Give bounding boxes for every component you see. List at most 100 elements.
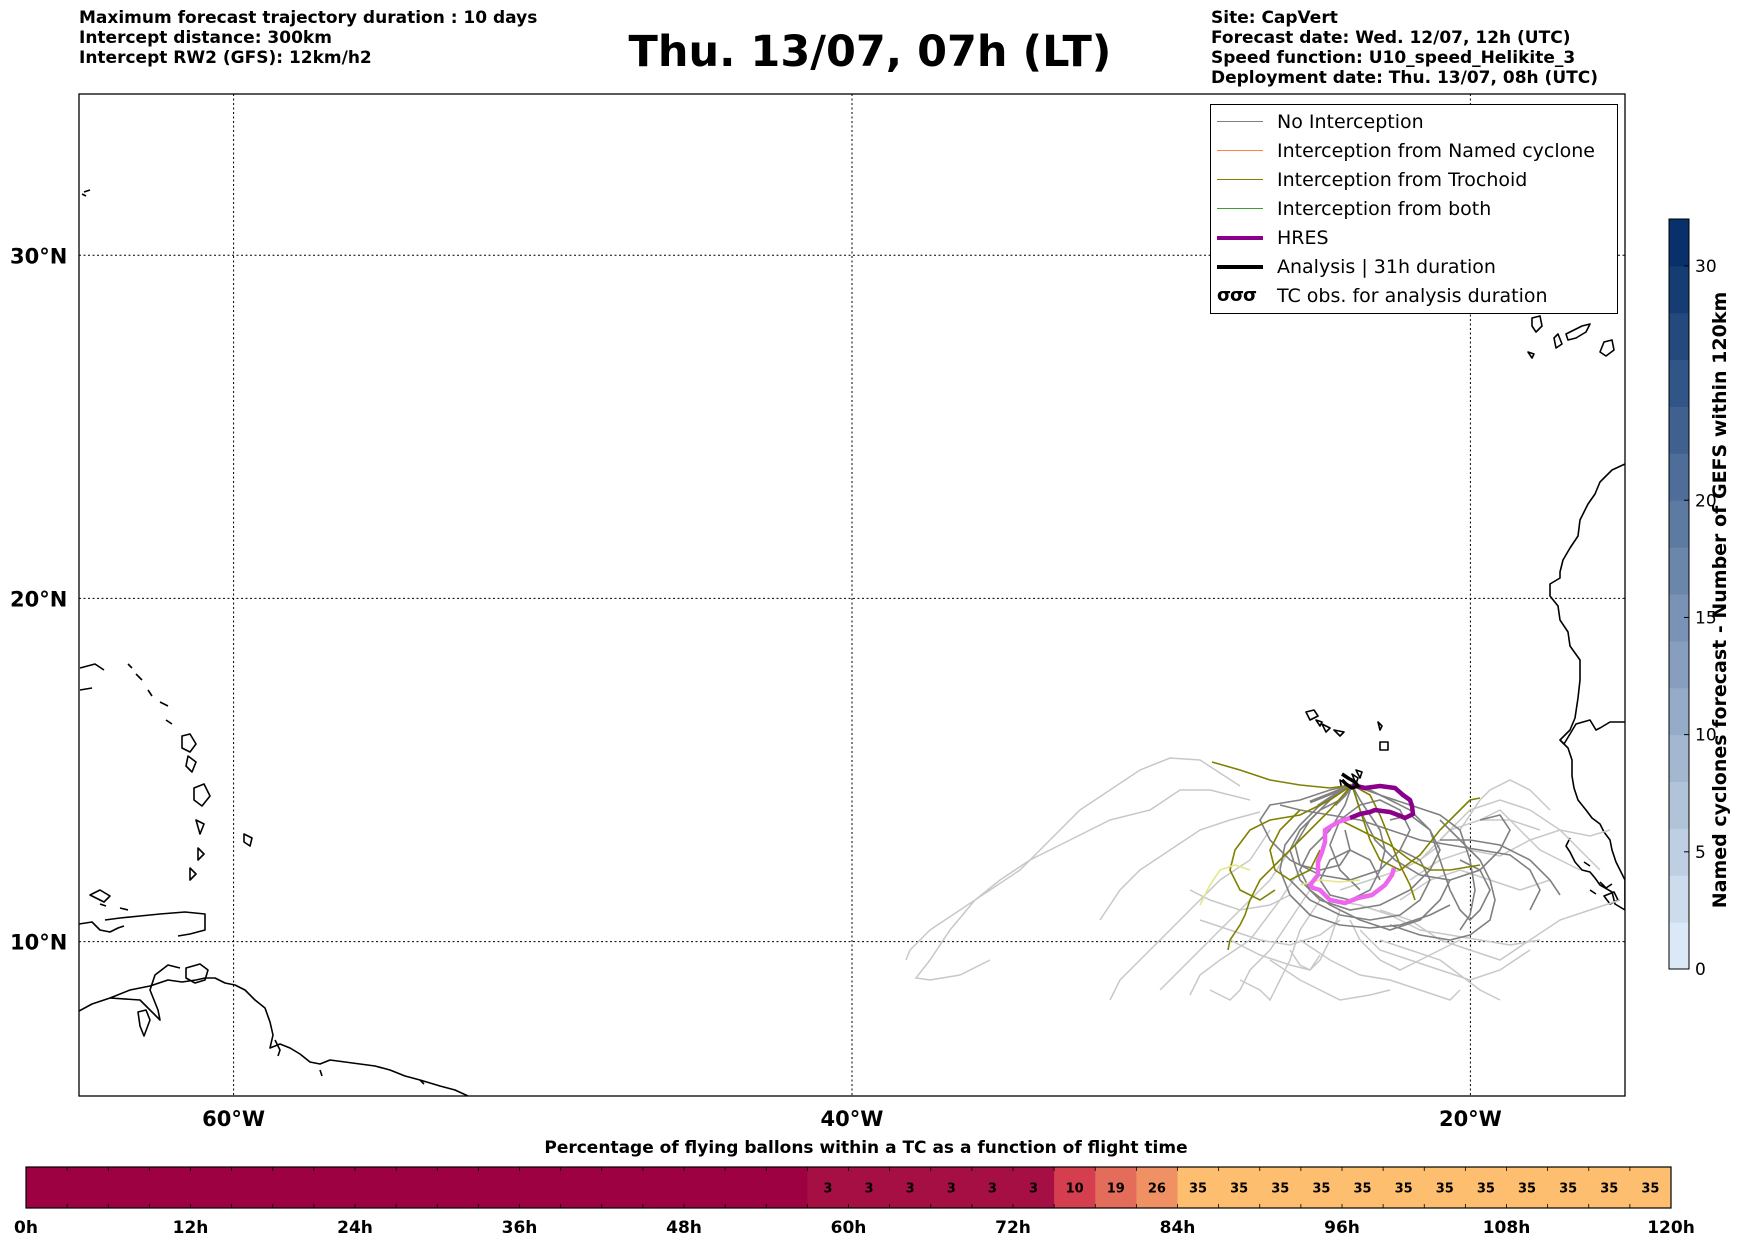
trajectory xyxy=(1159,849,1291,991)
legend-item-both: Interception from both xyxy=(1217,194,1491,223)
colorbar-level xyxy=(1669,875,1689,923)
legend-item-named-cyclone: Interception from Named cyclone xyxy=(1217,136,1595,165)
flight-time-value-label: 3 xyxy=(988,1182,997,1197)
colorbar-level xyxy=(1669,500,1689,548)
flight-time-cell xyxy=(67,1167,109,1208)
flight-time-tick-label: 120h xyxy=(1647,1218,1695,1238)
page-title: Thu. 13/07, 07h (LT) xyxy=(628,27,1112,77)
trajectory xyxy=(1279,784,1451,929)
trajectories-no-interception-light xyxy=(905,757,1621,1002)
trajectory-analysis xyxy=(1340,772,1361,790)
latitude-labels: 10°N 20°N 30°N xyxy=(10,244,67,954)
colorbar-level xyxy=(1669,922,1689,970)
flight-time-tick-label: 96h xyxy=(1324,1218,1360,1238)
colorbar: 0 5 10 15 20 30 xyxy=(1668,218,1717,980)
flight-time-value-label: 35 xyxy=(1230,1182,1248,1197)
legend-label: HRES xyxy=(1277,226,1329,249)
colorbar-level xyxy=(1669,640,1689,689)
legend-swatch xyxy=(1217,150,1263,151)
legend-swatch xyxy=(1217,264,1263,269)
flight-time-cell xyxy=(848,1167,891,1208)
trajectory xyxy=(1229,784,1353,901)
flight-time-tick-label: 36h xyxy=(502,1218,538,1238)
trajectory xyxy=(1359,929,1531,981)
flight-time-cell xyxy=(1259,1167,1302,1208)
colorbar-level xyxy=(1669,406,1689,454)
lat-tick-label: 10°N xyxy=(10,931,67,955)
trajectory xyxy=(1299,939,1461,1001)
flight-time-value-label: 35 xyxy=(1312,1182,1330,1197)
flight-time-cell xyxy=(519,1167,562,1208)
flight-time-tick-label: 0h xyxy=(14,1218,38,1238)
map-frame xyxy=(78,93,1626,1097)
legend-swatch xyxy=(1217,208,1263,209)
flight-time-cell xyxy=(1424,1167,1466,1208)
colorbar-level xyxy=(1669,687,1689,736)
colorbar-level xyxy=(1669,312,1689,361)
flight-time-value-label: 10 xyxy=(1066,1182,1084,1197)
info-deployment-date: Deployment date: Thu. 13/07, 08h (UTC) xyxy=(1211,68,1598,88)
trajectory xyxy=(1189,869,1301,996)
flight-time-tick-label: 24h xyxy=(337,1218,373,1238)
trajectory xyxy=(1199,864,1251,906)
flight-time-cell xyxy=(807,1167,849,1208)
flight-time-cell xyxy=(971,1167,1014,1208)
legend-label: Analysis | 31h duration xyxy=(1277,255,1496,278)
trajectory xyxy=(1229,939,1321,971)
colorbar-tick-label: 30 xyxy=(1695,257,1717,277)
trajectory xyxy=(1351,784,1511,881)
flight-time-cell xyxy=(1218,1167,1261,1208)
coastlines xyxy=(79,189,1625,1096)
coastline-canary xyxy=(1527,315,1615,359)
flight-time-cell xyxy=(766,1167,808,1208)
flight-time-value-label: 35 xyxy=(1518,1182,1536,1197)
lat-tick-label: 30°N xyxy=(10,244,67,268)
trajectory xyxy=(1269,959,1391,1001)
legend-item-no-interception: No Interception xyxy=(1217,107,1424,136)
flight-time-bar: 3 3 3 3 3 3 10 19 26 35 35 35 35 35 35 35 35 35 35 35 35 0h 12… xyxy=(14,1166,1695,1238)
coastline-south-america xyxy=(79,977,469,1096)
coastline-isl-c xyxy=(274,1039,425,1085)
trajectory xyxy=(1409,829,1611,881)
trajectory xyxy=(1211,761,1353,789)
flight-time-value-label: 35 xyxy=(1641,1182,1659,1197)
flight-time-cell xyxy=(396,1167,438,1208)
flight-time-value-label: 35 xyxy=(1436,1182,1454,1197)
flight-time-cell xyxy=(26,1167,68,1208)
flight-time-cell xyxy=(272,1167,315,1208)
trajectory xyxy=(1440,839,1561,896)
trajectory xyxy=(1351,784,1491,922)
legend-label: Interception from both xyxy=(1277,197,1492,220)
legend-swatch xyxy=(1217,121,1263,122)
lon-tick-label: 60°W xyxy=(202,1107,265,1131)
flight-time-value-label: 35 xyxy=(1189,1182,1207,1197)
legend-label: Interception from Named cyclone xyxy=(1277,139,1595,162)
colorbar-tick-label: 10 xyxy=(1695,726,1717,746)
trajectory xyxy=(1351,784,1476,931)
flight-time-value-label: 35 xyxy=(1395,1182,1413,1197)
trajectory xyxy=(1351,784,1481,871)
coastline-isl-a xyxy=(137,1009,151,1037)
flight-time-cell xyxy=(1177,1167,1220,1208)
flight-time-value-label: 19 xyxy=(1107,1182,1125,1197)
colorbar-tick-label: 15 xyxy=(1695,608,1717,628)
flight-time-cell xyxy=(355,1167,397,1208)
trajectory xyxy=(1459,779,1551,831)
flight-time-value-label: 3 xyxy=(823,1182,832,1197)
legend-label: TC obs. for analysis duration xyxy=(1277,284,1548,307)
flight-time-value-label: 3 xyxy=(865,1182,874,1197)
coastline-margarita xyxy=(79,911,206,937)
colorbar-level xyxy=(1669,547,1689,595)
legend-label: No Interception xyxy=(1277,110,1424,133)
flight-time-cell xyxy=(642,1167,685,1208)
flight-time-cell xyxy=(1506,1167,1549,1208)
legend-label: Interception from Trochoid xyxy=(1277,168,1528,191)
flight-time-tick-label: 60h xyxy=(831,1218,867,1238)
flight-time-cell xyxy=(1547,1167,1590,1208)
colorbar-level xyxy=(1669,781,1689,829)
trajectory xyxy=(914,789,1251,981)
hres-light xyxy=(1307,815,1397,906)
trajectory xyxy=(1439,799,1601,871)
trajectory xyxy=(1319,784,1386,901)
